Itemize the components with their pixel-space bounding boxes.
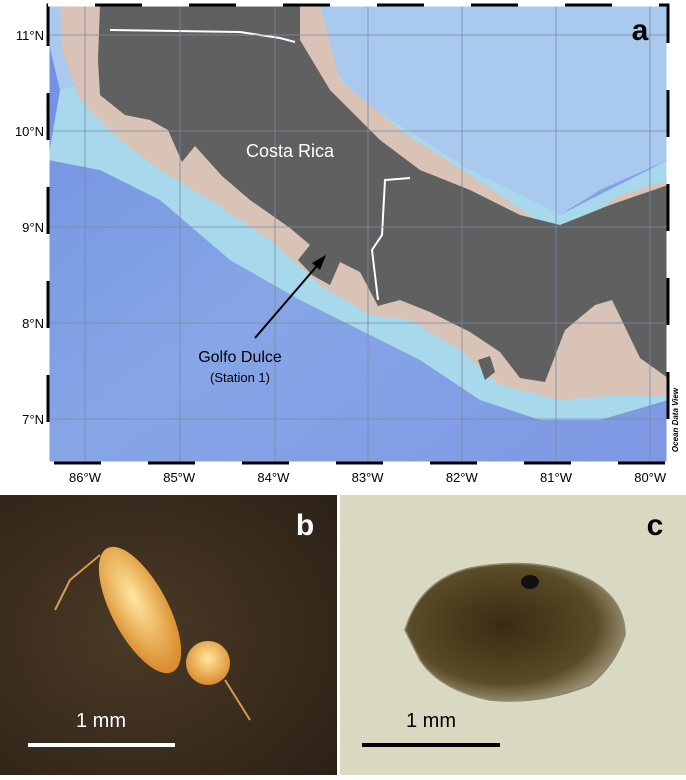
country-label: Costa Rica [246, 141, 335, 161]
lat-label: 10°N [15, 124, 44, 139]
scale-label: 1 mm [406, 710, 456, 732]
organism [98, 546, 182, 674]
photo-b: 1 mm b [0, 495, 337, 775]
lat-label: 7°N [22, 412, 44, 427]
lat-label: 9°N [22, 220, 44, 235]
station-label: (Station 1) [210, 370, 270, 385]
coastal-water [48, 5, 668, 215]
arrowhead [312, 255, 326, 270]
lat-labels: 11°N 10°N 9°N 8°N 7°N [15, 28, 44, 427]
appendage [54, 554, 251, 721]
graticule [48, 5, 668, 463]
lon-labels: 86°W 85°W 84°W 83°W 82°W 81°W 80°W [69, 470, 667, 485]
scale-label: 1 mm [76, 710, 126, 732]
lon-label: 80°W [634, 470, 667, 485]
map-frame-dash [46, 3, 670, 465]
lon-label: 85°W [163, 470, 196, 485]
lon-label: 81°W [540, 470, 573, 485]
panel-label: a [632, 14, 649, 47]
panel-label: b [296, 509, 314, 542]
map [48, 5, 668, 463]
arrow [254, 259, 323, 339]
border-line [370, 177, 411, 301]
lat-label: 8°N [22, 316, 44, 331]
lon-label: 84°W [257, 470, 290, 485]
island [478, 356, 495, 380]
organism [186, 641, 230, 685]
land [98, 5, 668, 382]
organism [404, 562, 626, 702]
lon-label: 82°W [446, 470, 479, 485]
panel-label: c [647, 509, 664, 542]
lon-label: 86°W [69, 470, 102, 485]
credit: Ocean Data View [671, 387, 680, 452]
photo-c: 1 mm c [340, 495, 686, 775]
lat-label: 11°N [16, 28, 44, 43]
lon-label: 83°W [352, 470, 385, 485]
site-label: Golfo Dulce [198, 349, 282, 366]
eye [521, 575, 539, 589]
